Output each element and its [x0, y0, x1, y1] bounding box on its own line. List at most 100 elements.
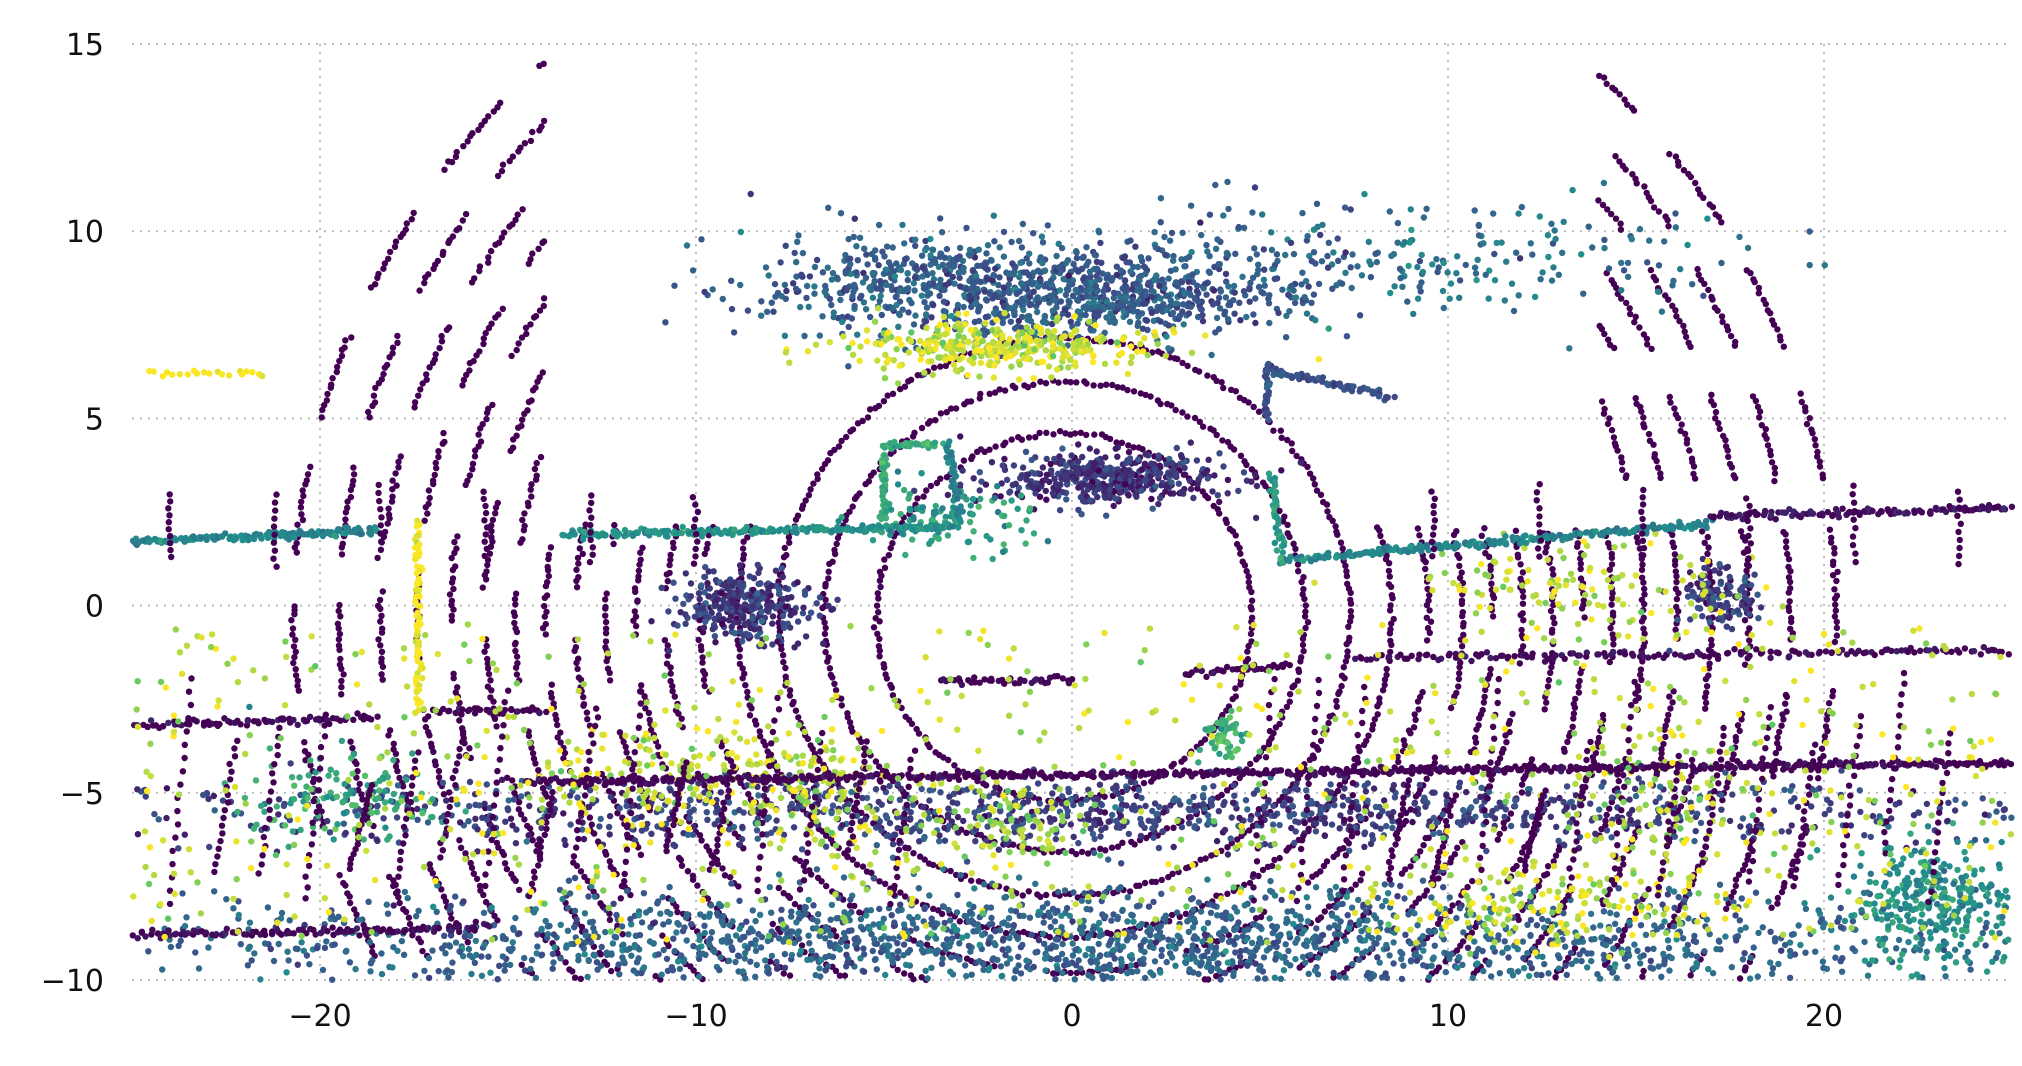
data-point — [1828, 534, 1835, 541]
data-point — [1338, 682, 1345, 690]
data-point — [999, 319, 1006, 327]
data-point — [1059, 445, 1066, 452]
data-point — [669, 688, 676, 695]
data-point — [1605, 336, 1612, 343]
data-point — [875, 609, 882, 616]
data-point — [1632, 395, 1639, 402]
data-point — [1142, 451, 1149, 458]
data-point — [1216, 305, 1224, 312]
data-point — [934, 284, 942, 291]
data-point — [822, 583, 829, 590]
data-point — [506, 223, 513, 230]
data-point — [963, 224, 970, 232]
data-point — [519, 516, 526, 524]
data-point — [1297, 459, 1305, 466]
data-point — [1239, 273, 1246, 280]
data-point — [1043, 319, 1050, 327]
data-point — [1636, 324, 1643, 331]
data-point — [1141, 879, 1149, 887]
data-point — [1742, 964, 1749, 971]
data-point — [822, 282, 829, 290]
data-point — [1618, 454, 1625, 461]
data-point — [1074, 458, 1082, 465]
data-point — [704, 895, 712, 902]
data-point — [1602, 817, 1609, 824]
data-point — [785, 534, 793, 541]
data-point — [834, 534, 842, 542]
data-point — [1159, 276, 1166, 283]
data-point — [1215, 294, 1223, 302]
data-point — [1151, 228, 1158, 236]
data-point — [1003, 476, 1011, 483]
data-point — [813, 256, 821, 264]
data-point — [1302, 608, 1309, 615]
data-point — [802, 497, 809, 504]
data-point — [369, 402, 376, 410]
data-point — [417, 386, 424, 393]
data-point — [335, 625, 342, 632]
data-point — [1543, 544, 1550, 551]
data-point — [663, 571, 670, 578]
data-point — [1423, 614, 1431, 621]
data-point — [940, 307, 947, 315]
data-point — [1237, 550, 1244, 557]
data-point — [1181, 464, 1188, 472]
data-point — [805, 303, 812, 311]
data-point — [1741, 617, 1749, 624]
data-point — [1097, 382, 1104, 389]
data-point — [779, 573, 786, 581]
data-point — [1688, 455, 1696, 462]
data-point — [1009, 382, 1016, 389]
data-point — [1677, 803, 1685, 810]
data-point — [529, 250, 536, 257]
data-point — [580, 693, 587, 701]
data-point — [1725, 453, 1732, 461]
data-point — [1730, 751, 1737, 758]
data-point — [835, 443, 843, 450]
data-point — [1062, 259, 1070, 267]
data-point — [1684, 593, 1692, 600]
data-point — [883, 281, 890, 289]
data-point — [342, 509, 350, 516]
data-point — [1126, 318, 1134, 325]
data-point — [838, 702, 845, 709]
data-point — [1125, 492, 1132, 499]
data-point — [1305, 825, 1312, 832]
data-point — [880, 398, 888, 405]
data-point — [695, 636, 702, 644]
data-point — [1344, 648, 1351, 655]
data-point — [1528, 756, 1536, 763]
data-point — [1216, 498, 1223, 506]
data-point — [1002, 929, 1010, 937]
data-point — [1111, 319, 1118, 326]
data-point — [1634, 539, 1642, 546]
data-point — [1549, 626, 1556, 633]
data-point — [1516, 660, 1524, 667]
data-point — [1704, 550, 1711, 557]
data-point — [1100, 288, 1107, 295]
data-point — [1782, 691, 1790, 699]
data-point — [1224, 438, 1232, 446]
data-point — [1751, 571, 1758, 578]
data-point — [1330, 974, 1337, 981]
data-point — [1806, 415, 1813, 422]
data-point — [1244, 648, 1251, 655]
data-point — [1383, 665, 1390, 673]
data-point — [397, 233, 404, 240]
data-point — [509, 777, 516, 784]
data-point — [866, 313, 874, 321]
data-point — [1489, 613, 1497, 620]
data-point — [799, 249, 807, 257]
data-point — [1057, 298, 1065, 305]
data-point — [1517, 575, 1524, 582]
data-point — [1086, 268, 1094, 275]
data-point — [450, 606, 457, 613]
data-point — [872, 405, 879, 412]
data-point — [1519, 569, 1527, 576]
data-point — [1549, 566, 1556, 573]
data-point — [1302, 602, 1310, 609]
data-point — [1009, 481, 1016, 489]
data-point — [527, 137, 535, 145]
data-point — [1167, 297, 1175, 304]
data-point — [1291, 682, 1298, 689]
